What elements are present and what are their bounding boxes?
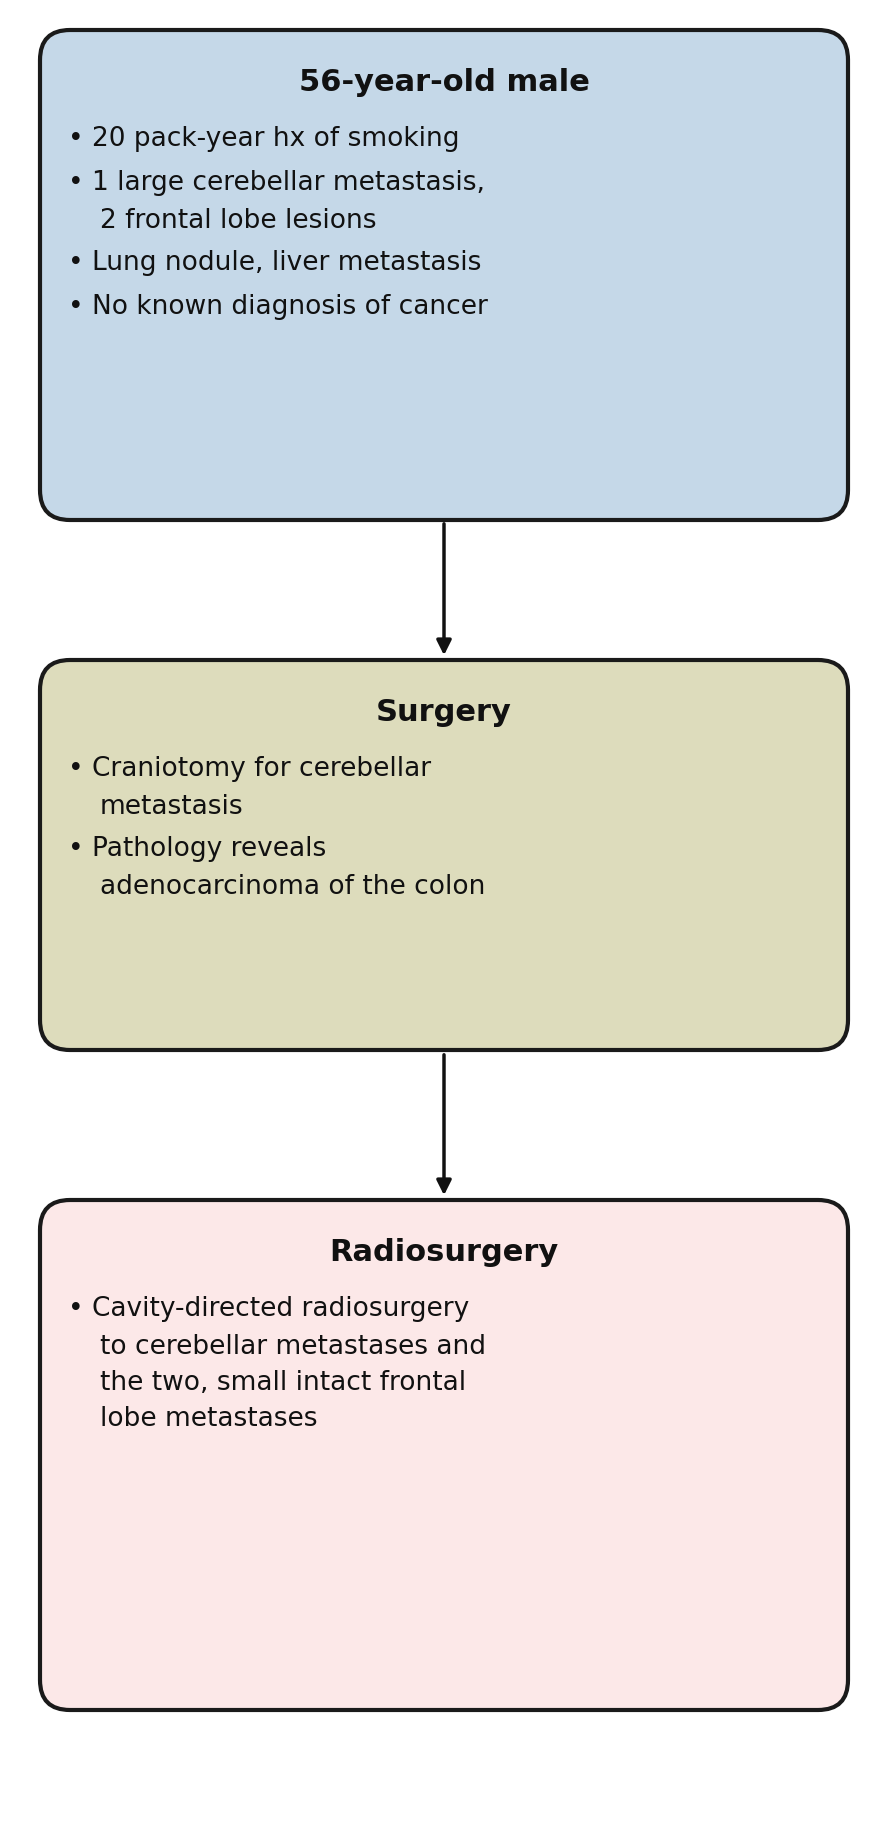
Text: Surgery: Surgery bbox=[376, 698, 512, 727]
Text: • Pathology reveals: • Pathology reveals bbox=[68, 835, 326, 863]
Text: • 1 large cerebellar metastasis,: • 1 large cerebellar metastasis, bbox=[68, 170, 485, 196]
Text: adenocarcinoma of the colon: adenocarcinoma of the colon bbox=[100, 874, 486, 900]
FancyBboxPatch shape bbox=[40, 1200, 848, 1709]
Text: • Cavity-directed radiosurgery: • Cavity-directed radiosurgery bbox=[68, 1295, 469, 1323]
Text: • Craniotomy for cerebellar: • Craniotomy for cerebellar bbox=[68, 757, 432, 782]
Text: 56-year-old male: 56-year-old male bbox=[298, 68, 590, 97]
Text: • Lung nodule, liver metastasis: • Lung nodule, liver metastasis bbox=[68, 249, 481, 277]
Text: • No known diagnosis of cancer: • No known diagnosis of cancer bbox=[68, 293, 488, 321]
Text: the two, small intact frontal: the two, small intact frontal bbox=[100, 1370, 466, 1396]
Text: 2 frontal lobe lesions: 2 frontal lobe lesions bbox=[100, 209, 377, 234]
Text: Radiosurgery: Radiosurgery bbox=[329, 1238, 559, 1268]
FancyBboxPatch shape bbox=[40, 660, 848, 1050]
Text: metastasis: metastasis bbox=[100, 793, 243, 821]
Text: lobe metastases: lobe metastases bbox=[100, 1405, 318, 1433]
Text: • 20 pack-year hx of smoking: • 20 pack-year hx of smoking bbox=[68, 126, 459, 152]
FancyBboxPatch shape bbox=[40, 29, 848, 520]
Text: to cerebellar metastases and: to cerebellar metastases and bbox=[100, 1334, 486, 1359]
